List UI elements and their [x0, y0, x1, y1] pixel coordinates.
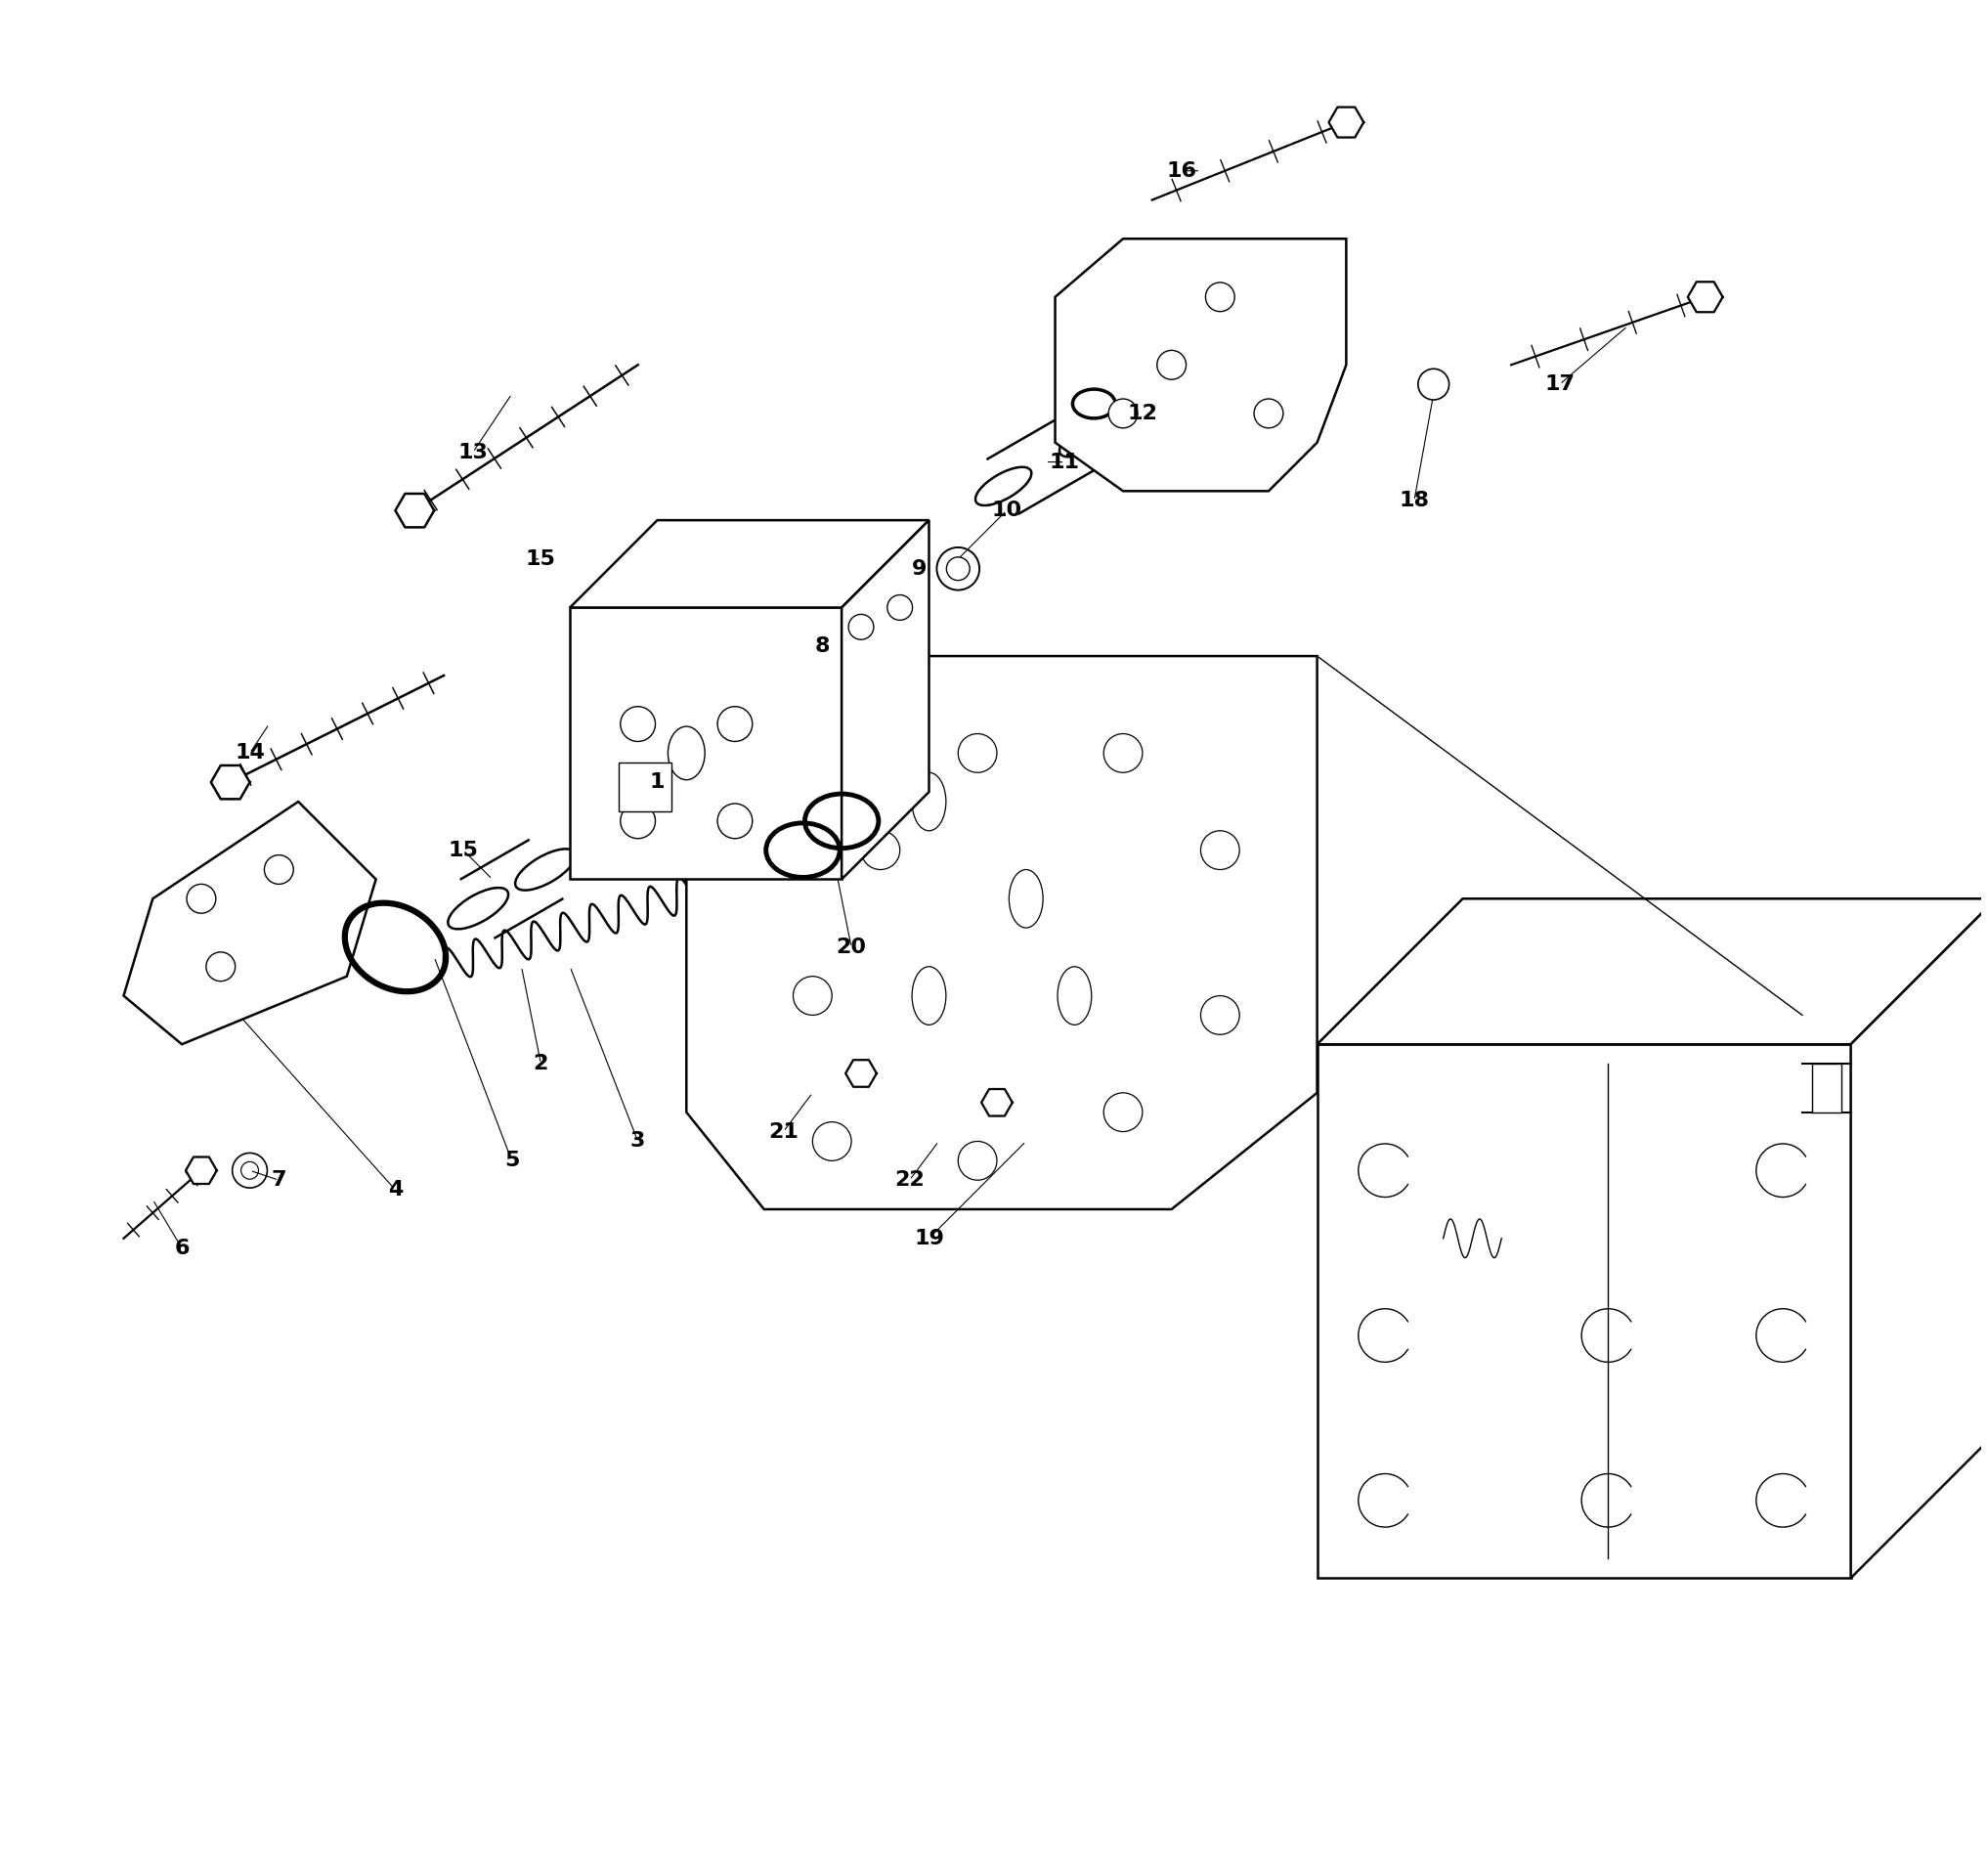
Circle shape [1254, 400, 1282, 428]
Polygon shape [1056, 238, 1346, 492]
Polygon shape [123, 801, 376, 1045]
Polygon shape [1328, 107, 1364, 137]
Text: 15: 15 [525, 550, 557, 568]
Text: 18: 18 [1400, 492, 1429, 510]
Text: 6: 6 [175, 1238, 189, 1257]
Circle shape [1109, 400, 1137, 428]
Circle shape [620, 803, 656, 839]
Text: 20: 20 [837, 938, 867, 957]
Ellipse shape [668, 726, 706, 780]
Polygon shape [396, 493, 433, 527]
Polygon shape [185, 1157, 217, 1184]
Text: 9: 9 [912, 559, 926, 578]
Polygon shape [1318, 1045, 1851, 1578]
Circle shape [813, 1122, 851, 1161]
Circle shape [837, 602, 885, 651]
Circle shape [1201, 996, 1239, 1034]
Circle shape [1201, 831, 1239, 870]
Text: 8: 8 [815, 636, 829, 657]
Polygon shape [571, 520, 928, 608]
Circle shape [1205, 283, 1235, 311]
Polygon shape [618, 764, 672, 810]
Circle shape [1157, 351, 1187, 379]
Circle shape [718, 803, 751, 839]
Text: 1: 1 [650, 773, 664, 792]
Circle shape [718, 707, 751, 741]
Text: 16: 16 [1167, 161, 1197, 180]
Polygon shape [1318, 899, 1988, 1045]
Ellipse shape [515, 850, 577, 891]
Polygon shape [845, 574, 877, 602]
Text: 4: 4 [388, 1180, 404, 1199]
Circle shape [620, 707, 656, 741]
Polygon shape [1851, 899, 1988, 1578]
Circle shape [264, 855, 294, 884]
Text: 12: 12 [1127, 403, 1157, 424]
Polygon shape [686, 657, 1318, 1210]
Polygon shape [571, 608, 841, 880]
Ellipse shape [912, 966, 946, 1024]
Text: 15: 15 [447, 840, 479, 859]
Circle shape [1103, 1094, 1143, 1131]
Circle shape [958, 734, 996, 773]
Text: 2: 2 [533, 1054, 549, 1073]
Polygon shape [211, 765, 250, 799]
Text: 14: 14 [235, 743, 264, 764]
Polygon shape [1811, 1064, 1841, 1112]
Text: 3: 3 [630, 1131, 646, 1152]
Circle shape [861, 831, 901, 870]
Ellipse shape [1058, 966, 1091, 1024]
Ellipse shape [1010, 870, 1044, 929]
Text: 5: 5 [505, 1152, 519, 1171]
Circle shape [233, 1154, 266, 1188]
Polygon shape [845, 1060, 877, 1086]
Text: 22: 22 [895, 1171, 924, 1189]
Text: 7: 7 [270, 1171, 286, 1189]
Text: 17: 17 [1545, 375, 1574, 394]
Circle shape [187, 884, 217, 914]
Text: 19: 19 [914, 1229, 944, 1248]
Polygon shape [982, 1090, 1012, 1116]
Text: 13: 13 [457, 443, 487, 461]
Circle shape [1417, 370, 1449, 400]
Ellipse shape [447, 887, 509, 929]
Circle shape [875, 583, 924, 632]
Text: 11: 11 [1050, 452, 1079, 471]
Polygon shape [841, 520, 928, 880]
Text: 21: 21 [767, 1122, 799, 1141]
Circle shape [936, 548, 980, 591]
Circle shape [1103, 734, 1143, 773]
Ellipse shape [912, 773, 946, 831]
Ellipse shape [976, 467, 1032, 505]
Circle shape [207, 953, 235, 981]
Circle shape [958, 1141, 996, 1180]
Polygon shape [1688, 281, 1724, 311]
Text: 10: 10 [992, 501, 1022, 520]
Circle shape [793, 976, 831, 1015]
Ellipse shape [1060, 418, 1115, 458]
